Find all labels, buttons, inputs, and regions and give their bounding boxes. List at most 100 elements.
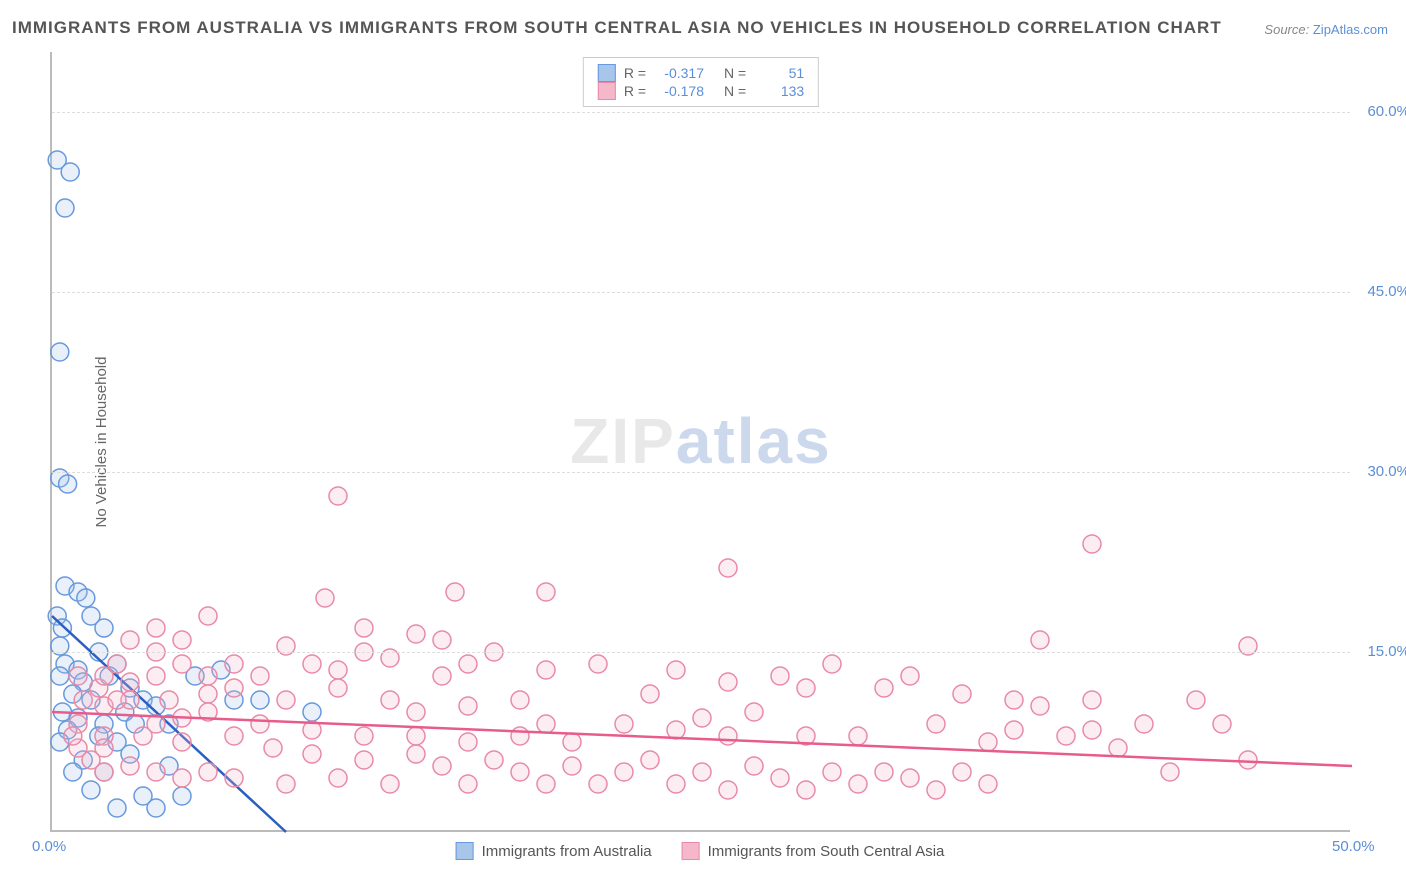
data-point-sca [277,775,295,793]
data-point-sca [1057,727,1075,745]
data-point-sca [979,733,997,751]
data-point-sca [1031,631,1049,649]
correlation-legend: R =-0.317N =51R =-0.178N =133 [583,57,819,107]
gridline [52,292,1350,293]
legend-n-label: N = [724,83,746,99]
data-point-aus [82,781,100,799]
data-point-sca [927,715,945,733]
legend-r-label: R = [624,83,646,99]
data-point-sca [1005,691,1023,709]
data-point-sca [979,775,997,793]
legend-swatch-aus [456,842,474,860]
legend-n-value: 133 [754,83,804,99]
data-point-sca [1005,721,1023,739]
data-point-sca [1213,715,1231,733]
data-point-sca [355,727,373,745]
y-tick-label: 60.0% [1367,103,1406,120]
legend-r-value: -0.178 [654,83,704,99]
data-point-sca [329,487,347,505]
data-point-sca [797,679,815,697]
data-point-sca [901,667,919,685]
data-point-sca [69,667,87,685]
data-point-sca [121,757,139,775]
data-point-aus [53,619,71,637]
data-point-sca [1187,691,1205,709]
y-tick-label: 15.0% [1367,643,1406,660]
data-point-sca [407,703,425,721]
data-point-sca [173,631,191,649]
data-point-sca [433,757,451,775]
chart-area: No Vehicles in Household ZIPatlas R =-0.… [50,52,1350,832]
gridline [52,112,1350,113]
data-point-sca [1083,691,1101,709]
data-point-sca [433,667,451,685]
data-point-sca [173,733,191,751]
series-legend: Immigrants from Australia Immigrants from… [456,842,945,860]
legend-label: Immigrants from Australia [482,843,652,860]
data-point-sca [615,715,633,733]
legend-item-sca: Immigrants from South Central Asia [682,842,945,860]
data-point-sca [667,721,685,739]
data-point-sca [173,769,191,787]
legend-n-value: 51 [754,65,804,81]
scatter-svg [52,52,1352,832]
data-point-sca [641,685,659,703]
gridline [52,472,1350,473]
data-point-sca [160,691,178,709]
data-point-sca [329,679,347,697]
data-point-sca [225,727,243,745]
legend-label: Immigrants from South Central Asia [708,843,945,860]
source-name: ZipAtlas.com [1313,22,1388,37]
data-point-sca [329,769,347,787]
data-point-sca [64,727,82,745]
legend-r-label: R = [624,65,646,81]
data-point-sca [303,655,321,673]
data-point-sca [485,751,503,769]
data-point-sca [95,667,113,685]
data-point-sca [316,589,334,607]
data-point-sca [563,757,581,775]
data-point-sca [251,667,269,685]
data-point-sca [1031,697,1049,715]
legend-item-aus: Immigrants from Australia [456,842,652,860]
data-point-sca [355,751,373,769]
data-point-sca [511,727,529,745]
data-point-sca [953,763,971,781]
data-point-sca [199,685,217,703]
data-point-sca [147,667,165,685]
data-point-sca [173,655,191,673]
data-point-sca [329,661,347,679]
data-point-aus [251,691,269,709]
data-point-sca [511,691,529,709]
data-point-sca [667,775,685,793]
data-point-sca [563,733,581,751]
data-point-sca [823,655,841,673]
x-tick-label: 0.0% [32,838,66,855]
data-point-aus [61,163,79,181]
data-point-sca [121,673,139,691]
data-point-sca [199,763,217,781]
data-point-sca [849,727,867,745]
data-point-sca [537,583,555,601]
data-point-sca [537,661,555,679]
data-point-sca [1109,739,1127,757]
data-point-sca [589,655,607,673]
data-point-aus [56,199,74,217]
data-point-sca [693,709,711,727]
data-point-sca [511,763,529,781]
x-tick-label: 50.0% [1332,838,1375,855]
data-point-sca [459,733,477,751]
data-point-sca [303,745,321,763]
data-point-sca [147,619,165,637]
data-point-sca [953,685,971,703]
gridline [52,652,1350,653]
data-point-sca [74,691,92,709]
data-point-sca [407,727,425,745]
data-point-aus [77,589,95,607]
data-point-aus [64,763,82,781]
data-point-aus [51,343,69,361]
chart-title: IMMIGRANTS FROM AUSTRALIA VS IMMIGRANTS … [12,18,1222,38]
data-point-sca [433,631,451,649]
data-point-sca [615,763,633,781]
data-point-aus [59,475,77,493]
